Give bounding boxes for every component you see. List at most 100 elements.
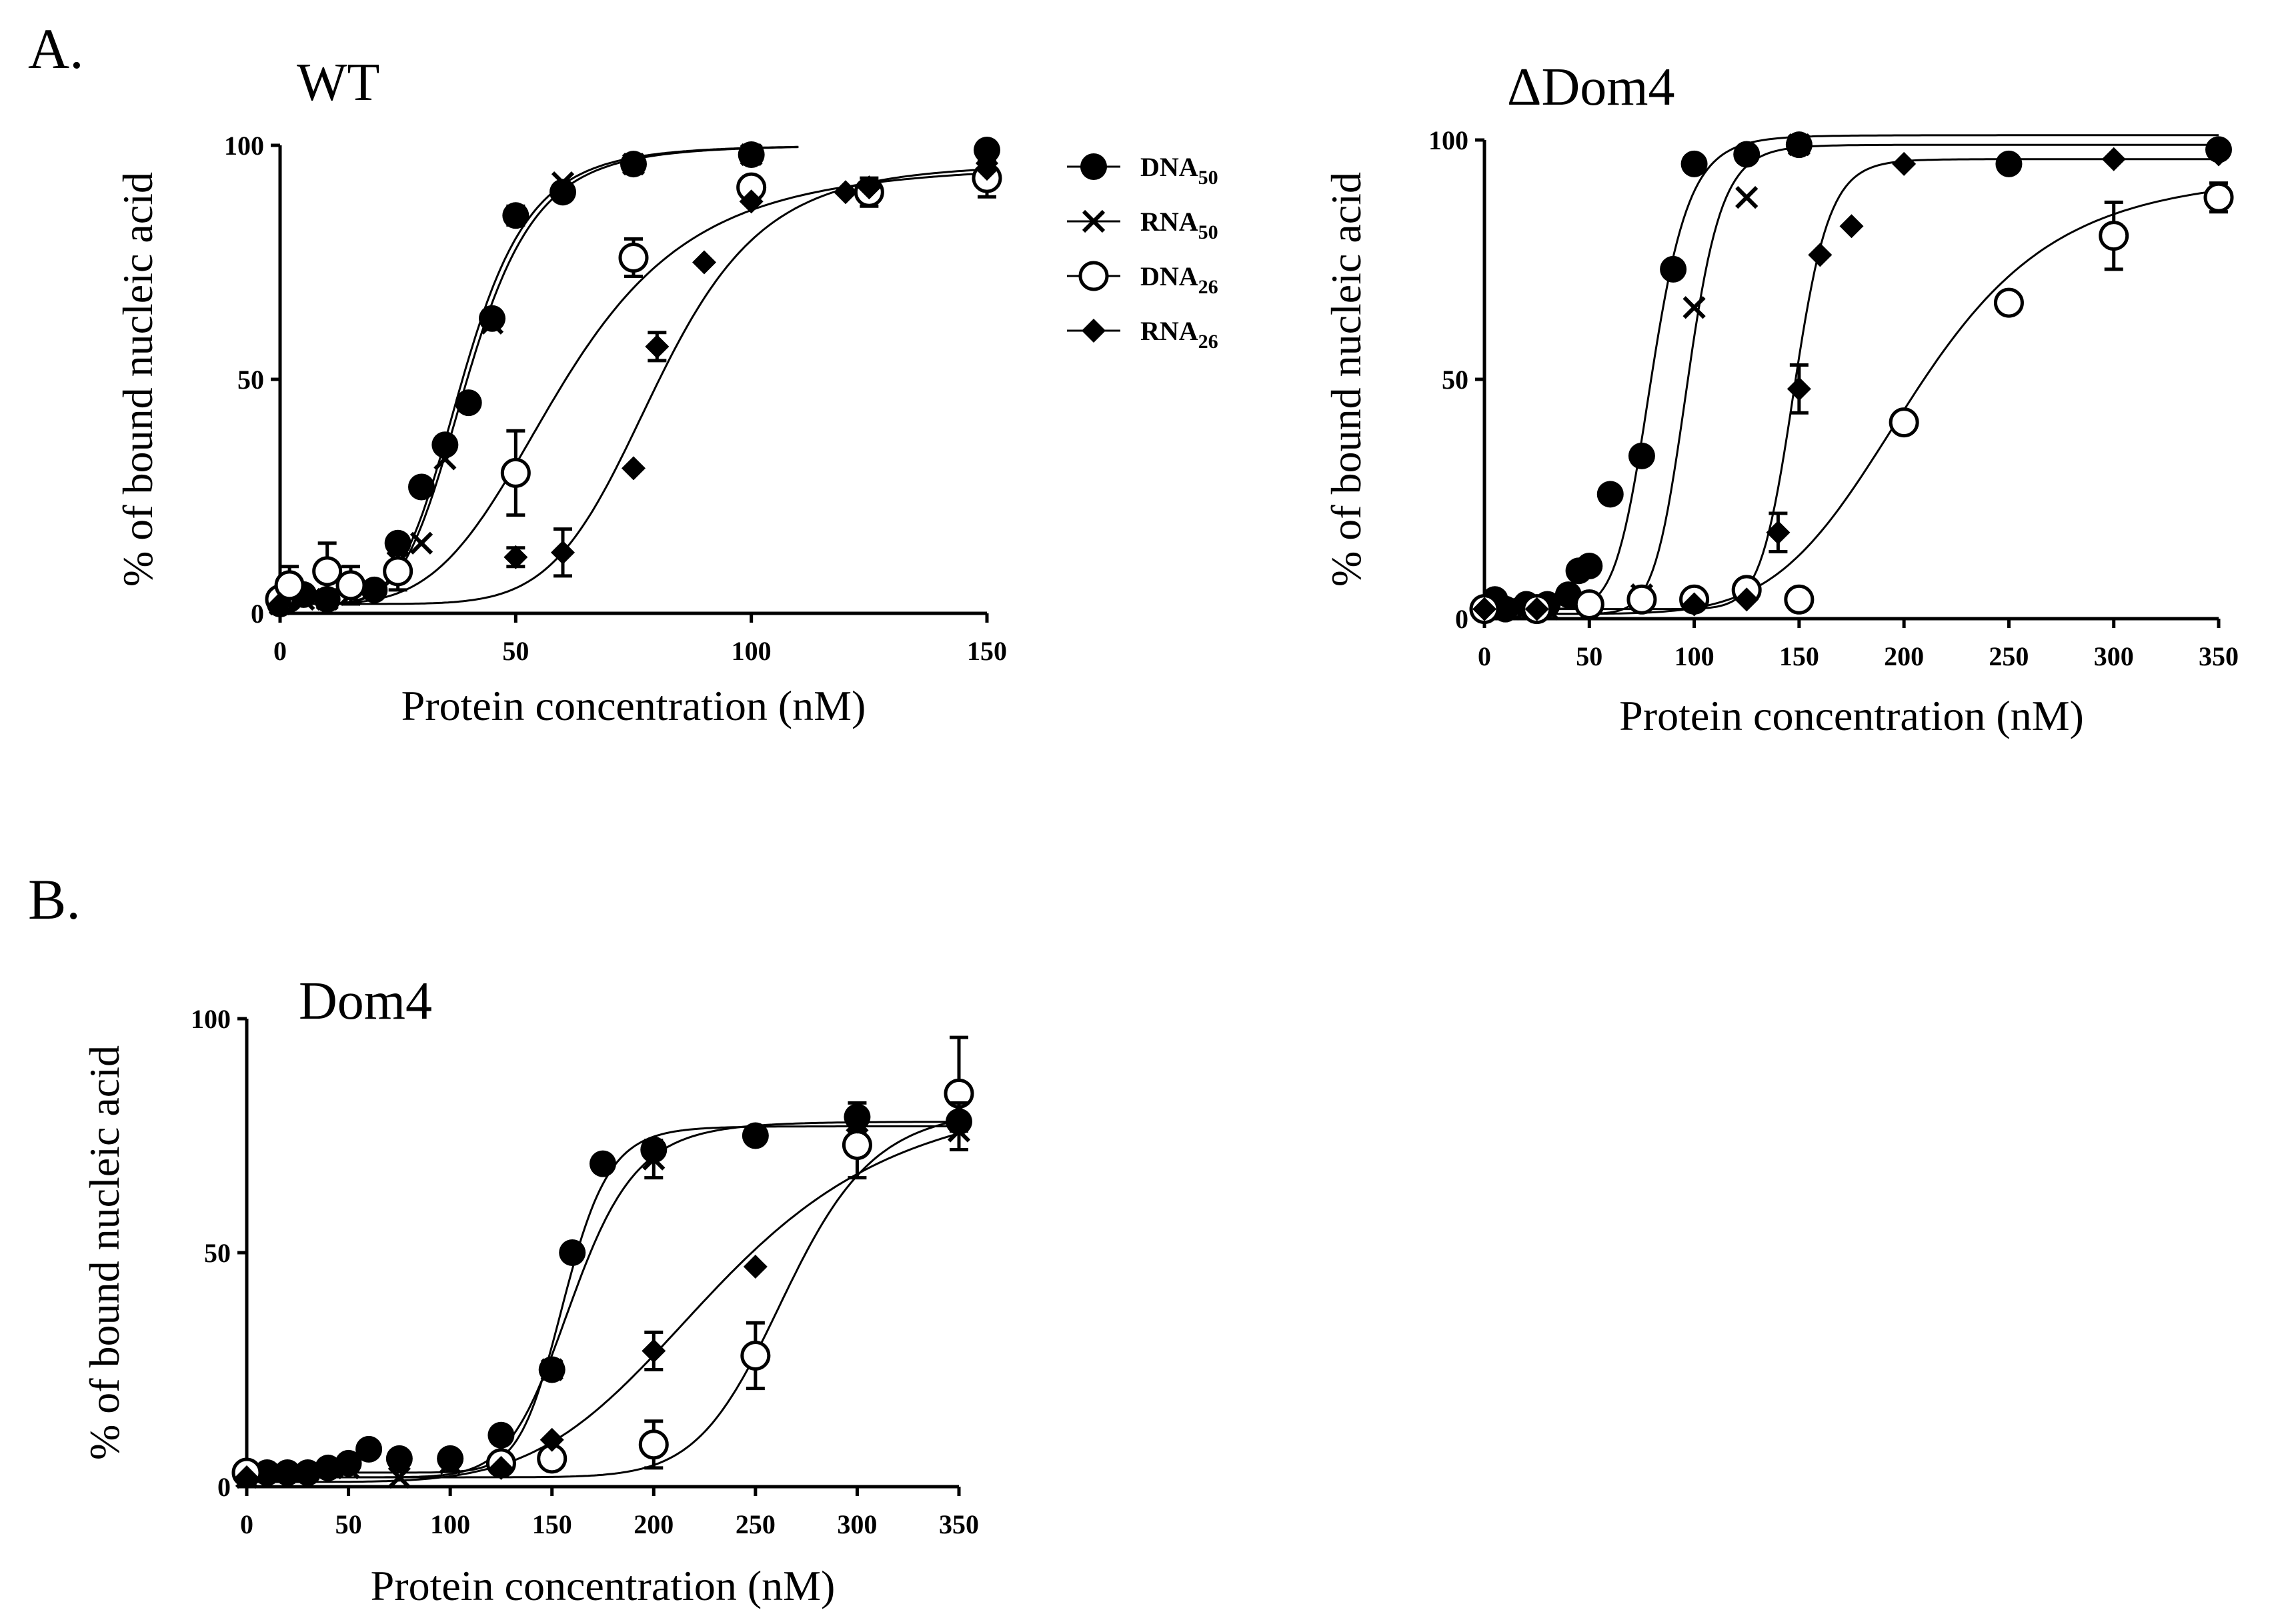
x-tick-label: 0	[1478, 641, 1491, 671]
data-point-rna26	[539, 1427, 564, 1452]
data-point-dna50	[253, 1459, 281, 1486]
data-point-dna50	[355, 1435, 383, 1463]
data-point-dna50	[437, 1445, 464, 1472]
data-point-rna26	[268, 591, 292, 616]
data-point-rna26	[362, 577, 387, 602]
x-axis-title: Protein concentration (nM)	[401, 682, 866, 729]
x-tick-label: 250	[1989, 641, 2029, 671]
data-point-rna50	[540, 1358, 563, 1381]
fit-curve-dna26	[247, 1119, 960, 1479]
x-tick-label: 0	[240, 1509, 253, 1539]
data-point-rna26	[947, 1105, 971, 1129]
data-point-dna50	[1660, 255, 1687, 283]
data-point-rna50	[1787, 133, 1811, 157]
data-point-dna26	[1574, 589, 1604, 619]
legend-item-rna50: RNA50	[1067, 207, 1218, 243]
data-point-rna26	[1472, 597, 1496, 621]
data-point-dna50	[1628, 442, 1655, 469]
data-point-dna50	[1576, 553, 1603, 580]
data-point-dna50	[385, 1445, 413, 1472]
data-point-dna50	[274, 1459, 301, 1486]
data-point-dna50	[742, 1122, 769, 1149]
chart-dom4: Dom4 0 50 100 0 50 100 150 200 250 300 350 Protein c…	[81, 972, 979, 1609]
x-tick-label: 300	[837, 1509, 877, 1539]
x-tick-label: 100	[1674, 641, 1715, 671]
data-point-dna26	[2099, 221, 2129, 251]
legend-label: RNA50	[1140, 207, 1218, 243]
data-point-dna50	[408, 473, 435, 501]
data-point-dna50	[549, 179, 576, 206]
x-tick-label: 350	[939, 1509, 979, 1539]
x-tick-label: 350	[2199, 641, 2239, 671]
x-tick-label: 0	[273, 636, 287, 666]
data-point-rna50	[642, 1147, 666, 1171]
data-point-dna50	[315, 1454, 342, 1481]
y-tick-label: 100	[224, 131, 264, 161]
data-point-dna26	[500, 457, 531, 488]
fit-curve-dna50	[247, 1125, 959, 1474]
chart-title: ΔDom4	[1507, 58, 1674, 117]
data-point-dna50	[1596, 481, 1624, 508]
y-axis-title: % of bound nucleic acid	[1322, 172, 1370, 587]
fit-curve-rna26	[247, 1132, 960, 1483]
x-tick-label: 50	[1576, 641, 1602, 671]
y-tick-label: 50	[204, 1238, 231, 1268]
data-point-dna26	[312, 556, 343, 587]
fit-curve-dna50	[1484, 134, 2219, 611]
data-point-rna26	[642, 1339, 666, 1363]
data-point-rna26	[975, 157, 999, 181]
chart-title: Dom4	[299, 972, 432, 1031]
y-tick-label: 100	[1428, 125, 1468, 155]
data-point-dna50	[431, 431, 459, 459]
y-axis-title: % of bound nucleic acid	[114, 172, 161, 587]
data-point-rna26	[645, 334, 670, 359]
chart-title: WT	[297, 53, 379, 112]
data-point-dna50	[479, 305, 505, 332]
chart-wt: WT 0 50 100 0 50 100 150 Protein concentration (…	[114, 53, 1007, 729]
y-tick-label: 0	[1455, 604, 1468, 634]
data-point-rna50	[480, 311, 504, 335]
data-point-dna26	[335, 570, 366, 601]
data-point-rna26	[503, 545, 528, 569]
y-axis-title: % of bound nucleic acid	[81, 1045, 128, 1460]
y-tick-label: 50	[237, 365, 264, 395]
data-point-rna26	[739, 189, 764, 214]
data-point-rna50	[622, 152, 646, 176]
data-point-dna26	[1626, 584, 1657, 615]
chart-delta-dom4: ΔDom4 0 50 100 0 50 100 150 200 250 300 350 Protein …	[1322, 58, 2239, 739]
data-point-dna26	[638, 1429, 669, 1460]
data-point-dna26	[740, 1340, 771, 1371]
data-point-dna50	[1680, 150, 1708, 177]
legend-label: DNA26	[1140, 261, 1218, 298]
legend: DNA50 RNA50 DNA26 RNA26	[1067, 152, 1218, 353]
data-point-rna26	[845, 1109, 870, 1134]
data-point-rna26	[489, 1455, 513, 1480]
fit-curve-dna26	[1484, 189, 2219, 615]
data-point-rna26	[743, 1255, 768, 1279]
data-point-rna50	[286, 1461, 309, 1485]
data-point-rna50	[975, 143, 999, 167]
data-point-dna26	[383, 556, 413, 587]
data-point-dna50	[590, 1150, 616, 1177]
data-point-dna26	[1889, 407, 1919, 438]
data-point-rna26	[1892, 151, 1917, 176]
data-point-dna26	[2203, 182, 2234, 213]
x-tick-label: 100	[732, 636, 772, 666]
x-tick-label: 50	[502, 636, 529, 666]
x-tick-label: 300	[2094, 641, 2134, 671]
panel-label-a: A.	[28, 17, 84, 81]
legend-item-dna26: DNA26	[1067, 261, 1218, 298]
data-point-dna50	[384, 529, 411, 557]
data-point-rna26	[1808, 243, 1833, 267]
y-tick-label: 0	[251, 599, 264, 629]
data-point-dna50	[294, 1459, 321, 1486]
legend-marker	[1078, 261, 1109, 291]
data-point-dna26	[274, 570, 305, 601]
data-point-rna26	[1735, 587, 1759, 612]
data-point-dna26	[1784, 584, 1815, 615]
fit-curve-dna50	[280, 145, 799, 605]
x-tick-label: 250	[736, 1509, 776, 1539]
fit-curve-rna26	[1484, 158, 2219, 611]
data-point-dna26	[842, 1130, 872, 1161]
